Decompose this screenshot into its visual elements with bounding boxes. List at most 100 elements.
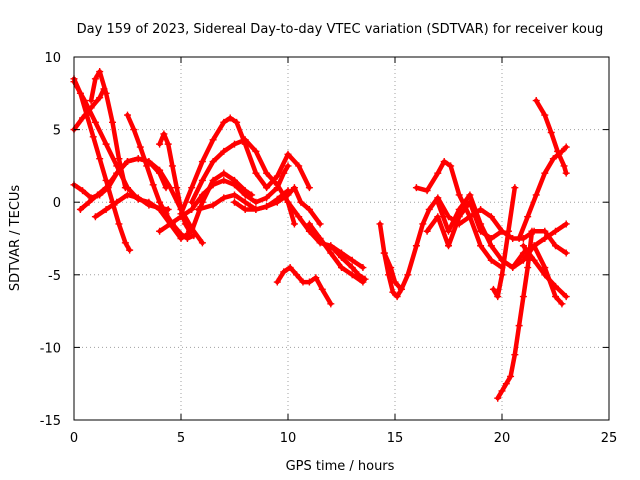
- data-point: [136, 143, 144, 151]
- data-point: [509, 264, 517, 272]
- data-point: [183, 235, 191, 242]
- data-point: [241, 136, 249, 144]
- data-point: [455, 191, 463, 199]
- data-point: [293, 271, 301, 279]
- data-point: [327, 249, 335, 257]
- data-point: [498, 256, 506, 264]
- data-point: [466, 191, 474, 199]
- data-point: [113, 169, 121, 177]
- data-point: [198, 198, 206, 206]
- data-point: [380, 249, 388, 257]
- data-point: [552, 242, 559, 250]
- data-point: [134, 155, 142, 163]
- series-line-sat-25: [491, 185, 518, 299]
- data-point: [305, 278, 313, 286]
- data-point: [552, 227, 559, 235]
- data-point: [126, 246, 134, 254]
- data-point: [252, 198, 260, 206]
- series-line-sat-14: [232, 185, 323, 227]
- data-point: [562, 249, 570, 257]
- data-point: [355, 271, 363, 279]
- data-point: [284, 150, 292, 158]
- data-point: [166, 220, 174, 228]
- data-point: [487, 213, 495, 221]
- y-tick-label: -15: [40, 414, 61, 429]
- data-point: [198, 191, 206, 199]
- data-point: [220, 169, 228, 177]
- data-point: [109, 118, 117, 126]
- data-point: [220, 118, 228, 126]
- data-point: [290, 220, 298, 228]
- data-point: [318, 285, 326, 293]
- series-line-sat-22: [414, 159, 505, 270]
- data-point: [143, 162, 151, 170]
- data-point: [168, 162, 176, 170]
- data-point: [541, 271, 549, 279]
- data-point: [273, 278, 281, 286]
- data-point: [466, 213, 474, 221]
- x-tick-label: 25: [601, 431, 618, 446]
- data-point: [504, 227, 512, 235]
- data-point: [524, 213, 532, 221]
- data-point: [96, 155, 104, 163]
- data-point: [487, 256, 495, 264]
- data-point: [530, 256, 538, 264]
- data-point: [477, 205, 485, 213]
- data-point: [511, 184, 519, 192]
- data-point: [305, 220, 313, 228]
- data-point: [562, 169, 570, 177]
- data-point: [393, 293, 401, 301]
- data-point: [87, 97, 95, 105]
- data-point: [547, 129, 555, 137]
- data-point: [312, 274, 320, 282]
- data-point: [209, 158, 217, 166]
- data-point: [515, 322, 523, 330]
- data-point: [286, 264, 294, 272]
- x-tick-label: 10: [280, 431, 297, 446]
- data-point: [305, 227, 313, 235]
- series-line-sat-11: [178, 115, 312, 217]
- data-point: [280, 268, 288, 276]
- data-point: [541, 264, 549, 272]
- data-point: [162, 210, 170, 218]
- data-point: [220, 176, 228, 184]
- data-point: [145, 201, 153, 209]
- data-point: [96, 68, 104, 76]
- data-point: [284, 191, 292, 199]
- y-tick-label: -5: [48, 269, 61, 284]
- data-point: [532, 97, 540, 105]
- data-point: [198, 176, 206, 184]
- data-point: [498, 271, 506, 279]
- data-point: [156, 166, 164, 174]
- data-point: [477, 220, 485, 228]
- x-tick-label: 0: [70, 431, 78, 446]
- chart-title: Day 159 of 2023, Sidereal Day-to-day VTE…: [77, 22, 604, 37]
- data-point: [361, 275, 369, 283]
- data-point: [134, 194, 142, 202]
- data-point: [284, 198, 292, 206]
- data-point: [241, 198, 249, 206]
- data-point: [190, 232, 198, 240]
- data-point: [173, 184, 181, 192]
- data-point: [102, 176, 110, 184]
- data-point: [149, 181, 157, 189]
- data-point: [511, 351, 519, 359]
- data-point: [186, 227, 194, 235]
- data-point: [348, 256, 356, 264]
- data-point: [156, 227, 164, 235]
- data-point: [209, 181, 217, 189]
- data-point: [273, 181, 281, 189]
- data-point: [412, 242, 420, 250]
- data-point: [348, 264, 356, 272]
- data-point: [552, 282, 559, 290]
- data-point: [263, 184, 271, 192]
- data-point: [445, 227, 452, 235]
- data-point: [404, 271, 412, 279]
- data-point: [290, 184, 298, 192]
- data-point: [509, 235, 517, 242]
- series-line-sat-10: [157, 163, 291, 234]
- data-point: [489, 285, 497, 293]
- data-point: [284, 162, 292, 170]
- data-point: [91, 213, 99, 221]
- data-point: [177, 210, 185, 218]
